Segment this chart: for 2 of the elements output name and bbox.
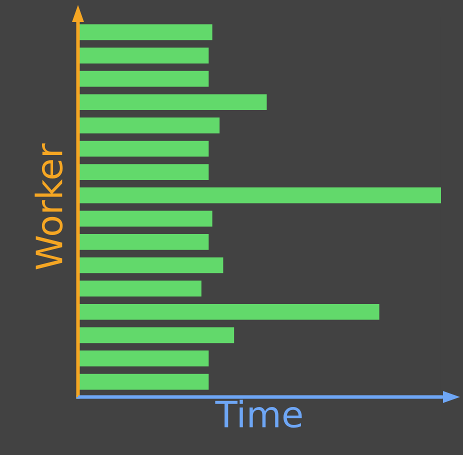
x-axis-title: Time: [215, 400, 302, 428]
y-axis-title: Worker: [34, 143, 63, 270]
